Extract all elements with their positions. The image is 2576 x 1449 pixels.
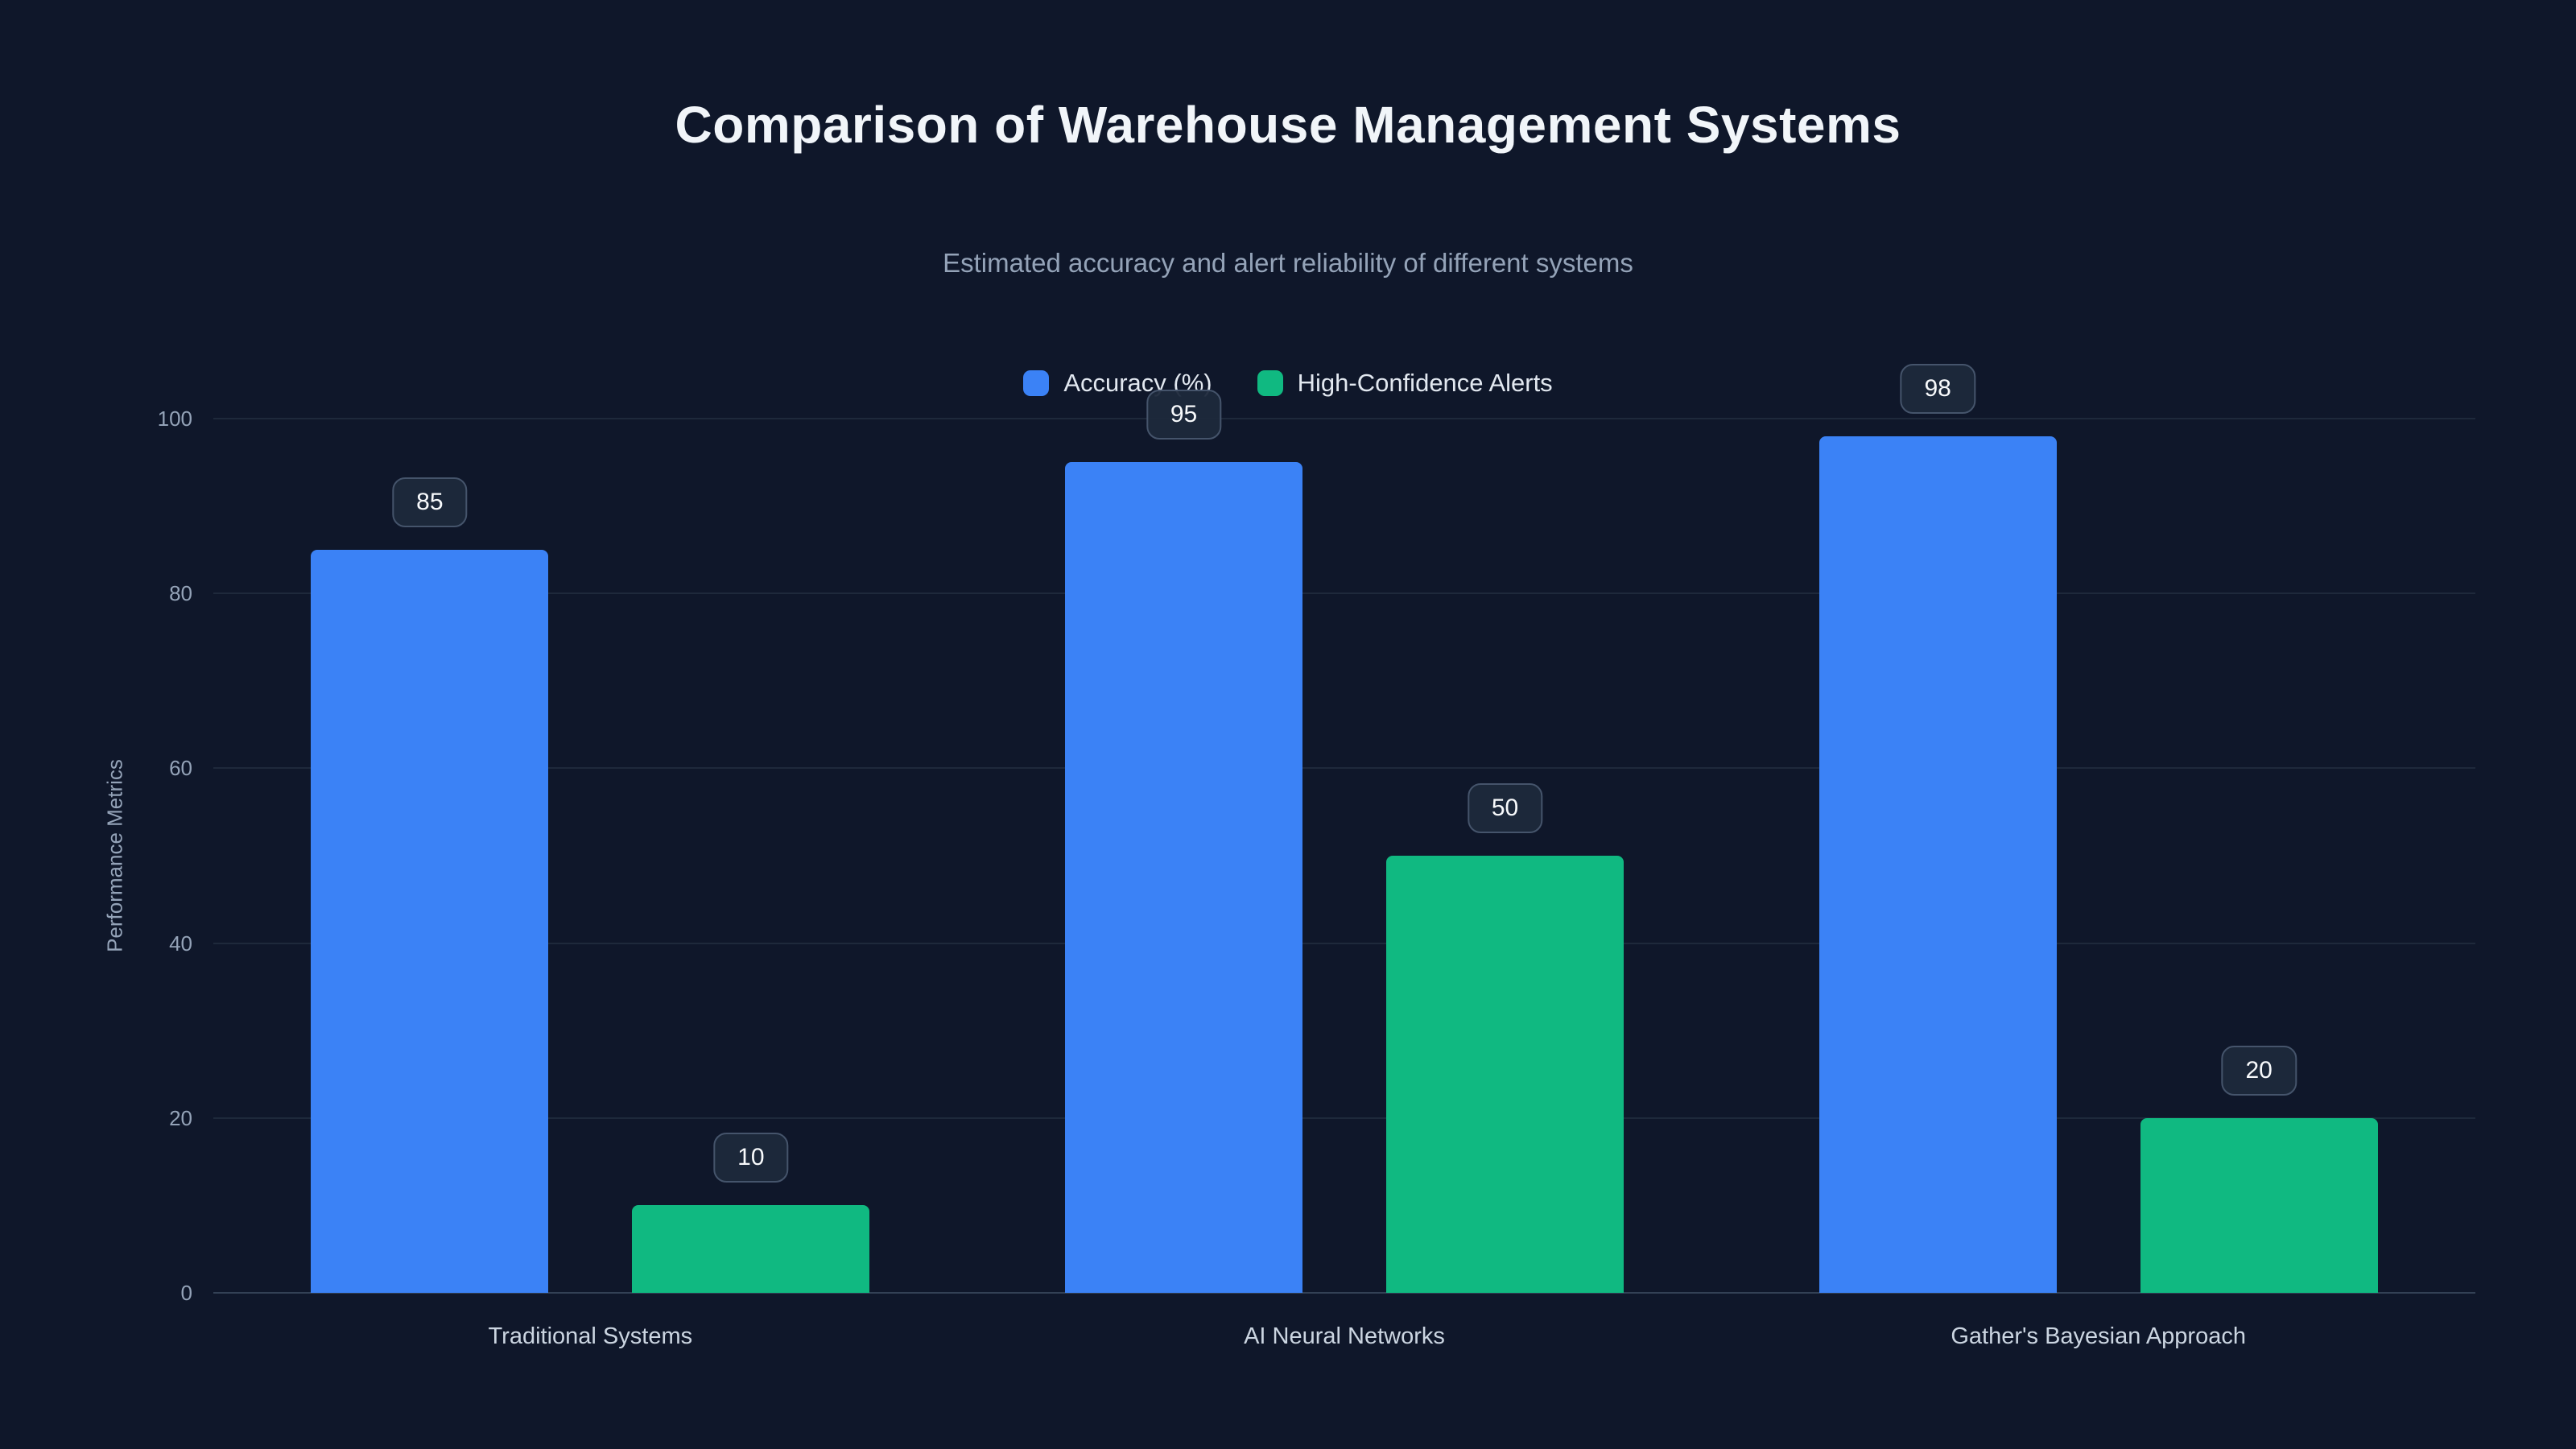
bar-accuracy-ai-neural-networks[interactable] bbox=[1065, 462, 1302, 1293]
legend-swatch-accuracy bbox=[1023, 370, 1050, 396]
bar-group-traditional-systems: 85 10 bbox=[311, 419, 870, 1293]
bar-accuracy-traditional-systems[interactable] bbox=[311, 549, 549, 1293]
gridline bbox=[213, 767, 2475, 770]
bar-group-gather-s-bayesian-approach: 98 20 bbox=[1818, 363, 2378, 1293]
y-tick-label: 20 bbox=[169, 1105, 192, 1130]
value-label-high-confidence-alerts-ai-neural-networks: 50 bbox=[1467, 783, 1543, 833]
value-label-high-confidence-alerts-traditional-systems: 10 bbox=[713, 1133, 789, 1183]
bar-slot: 98 bbox=[1818, 363, 2057, 1293]
bar-slot: 20 bbox=[2140, 419, 2378, 1293]
gridline bbox=[213, 1117, 2475, 1119]
value-label-accuracy-gather-s-bayesian-approach: 98 bbox=[1900, 363, 1975, 414]
legend-swatch-high-confidence-alerts bbox=[1257, 370, 1283, 396]
gridline bbox=[213, 418, 2475, 419]
chart-subtitle: Estimated accuracy and alert reliability… bbox=[943, 248, 1633, 278]
chart-title: Comparison of Warehouse Management Syste… bbox=[675, 96, 1901, 154]
x-category-label-traditional-systems: Traditional Systems bbox=[488, 1323, 693, 1349]
x-axis-line bbox=[213, 1292, 2475, 1294]
y-axis-label: Performance Metrics bbox=[102, 759, 127, 952]
legend: Accuracy (%) High-Confidence Alerts bbox=[0, 369, 2576, 398]
y-tick-label: 40 bbox=[169, 931, 192, 956]
bar-slot: 50 bbox=[1386, 419, 1624, 1293]
gridline bbox=[213, 592, 2475, 595]
bar-high-confidence-alerts-traditional-systems[interactable] bbox=[632, 1205, 870, 1293]
y-tick-label: 80 bbox=[169, 581, 192, 606]
y-tick-label: 60 bbox=[169, 756, 192, 781]
bar-slot: 10 bbox=[632, 419, 870, 1293]
bar-slot: 85 bbox=[311, 419, 549, 1293]
bar-high-confidence-alerts-ai-neural-networks[interactable] bbox=[1386, 856, 1624, 1293]
plot-area: 0 20 40 60 80 100 85 10 Traditional Systems 95 50 A… bbox=[158, 363, 2475, 1349]
gridline bbox=[213, 942, 2475, 944]
value-label-accuracy-ai-neural-networks: 95 bbox=[1146, 390, 1222, 440]
y-tick-label: 0 bbox=[180, 1281, 192, 1305]
legend-label: High-Confidence Alerts bbox=[1297, 369, 1553, 397]
bar-accuracy-gather-s-bayesian-approach[interactable] bbox=[1818, 436, 2057, 1293]
bar-slot: 95 bbox=[1065, 390, 1302, 1293]
y-tick-label: 100 bbox=[157, 407, 192, 431]
x-category-label-gather-s-bayesian-approach: Gather's Bayesian Approach bbox=[1951, 1323, 2246, 1349]
bar-group-ai-neural-networks: 95 50 bbox=[1065, 390, 1624, 1293]
bar-high-confidence-alerts-gather-s-bayesian-approach[interactable] bbox=[2140, 1117, 2378, 1293]
value-label-high-confidence-alerts-gather-s-bayesian-approach: 20 bbox=[2221, 1045, 2297, 1096]
x-category-label-ai-neural-networks: AI Neural Networks bbox=[1244, 1323, 1445, 1349]
value-label-accuracy-traditional-systems: 85 bbox=[392, 477, 468, 527]
legend-item-high-confidence-alerts[interactable]: High-Confidence Alerts bbox=[1257, 369, 1553, 398]
